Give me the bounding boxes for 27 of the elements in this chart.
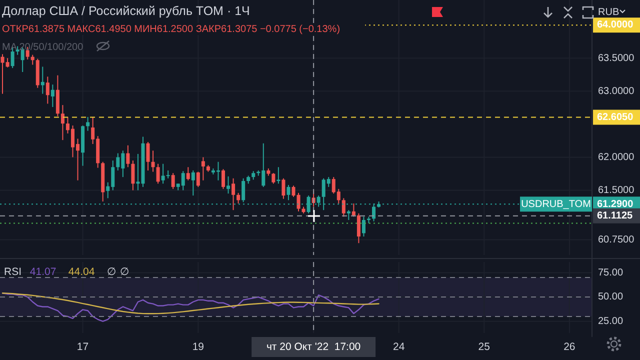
ref-line-label: 61.2900 xyxy=(597,198,634,210)
x-tick-label: 26 xyxy=(564,340,576,353)
chart-title: Доллар США / Российский рубль TOM · 1Ч xyxy=(2,4,250,18)
annotation: ∅ ∅ xyxy=(106,266,130,278)
y-tick-label: 63.0000 xyxy=(598,86,635,97)
x-tick-label: 25 xyxy=(478,340,490,353)
annotation: 44.04 xyxy=(68,266,95,278)
ref-line-label: 64.0000 xyxy=(597,20,634,31)
y-tick-label: 62.0000 xyxy=(598,152,635,163)
y-tick-label: 25.00 xyxy=(598,316,624,327)
y-tick-label: 75.00 xyxy=(598,267,624,278)
ref-line-label: 62.6050 xyxy=(597,112,634,123)
y-tick-label: 63.5000 xyxy=(598,52,635,64)
y-axis-title: RUB xyxy=(598,7,620,18)
ref-line-label: 61.1125 xyxy=(597,210,634,222)
y-tick-label: 61.5000 xyxy=(598,184,635,196)
y-tick-label: 50.00 xyxy=(598,292,624,303)
annotation: RSI xyxy=(4,266,22,278)
x-tick-label: 24 xyxy=(393,340,405,353)
text: ОТКР61.3875 МАКС61.4950 МИН61.2500 ЗАКР61.3075 −0.0775 (−0.13%) xyxy=(2,24,340,35)
annotation: 41.07 xyxy=(30,266,56,278)
x-tick-label: чт 20 Окт '22 17:00 xyxy=(266,340,361,353)
annotation: USDRUB_TOM xyxy=(521,198,591,210)
annotation: MA 20/50/100/200 xyxy=(2,42,84,53)
x-tick-label: 19 xyxy=(192,340,204,353)
x-tick-label: 17 xyxy=(76,340,89,353)
y-tick-label: 60.7500 xyxy=(598,234,635,246)
